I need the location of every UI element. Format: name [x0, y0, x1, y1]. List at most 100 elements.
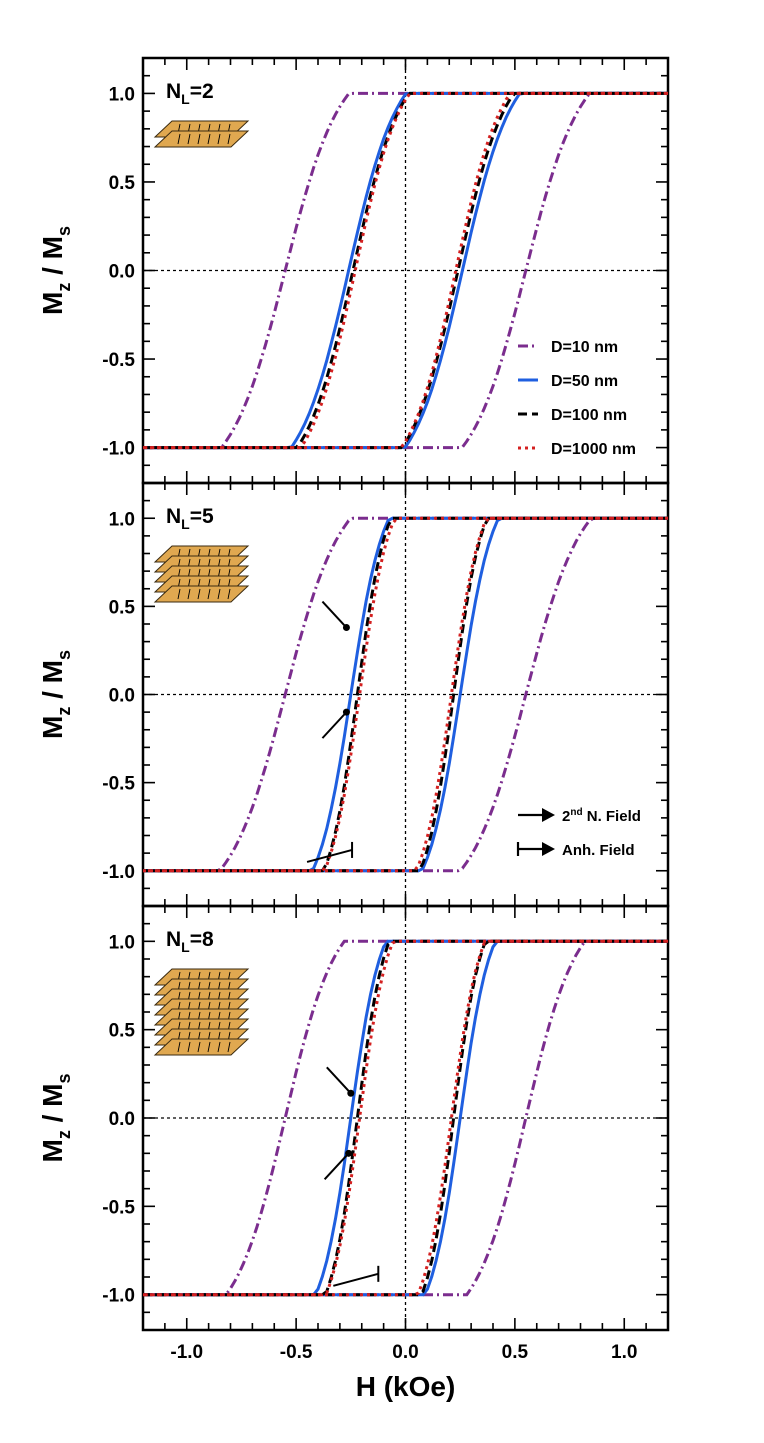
panel-label-main: N — [166, 80, 181, 103]
spin-arrow — [227, 1041, 231, 1053]
arrow-legend-nucleation: 2nd N. Field — [562, 807, 641, 825]
y-tick-label: -0.5 — [102, 1197, 135, 1218]
panel-label: NL=5 — [166, 505, 214, 532]
y-label-mid: / M — [37, 660, 68, 707]
y-tick-label: -1.0 — [102, 1286, 135, 1307]
branch-increasing — [143, 939, 668, 1297]
x-tick-label: -1.0 — [170, 1342, 203, 1363]
y-axis-label: Mz / Ms — [37, 1073, 74, 1162]
arrow-legend-annihilation: Anh. Field — [562, 842, 635, 859]
spin-arrow — [177, 1041, 181, 1053]
series-d-1000-nm — [143, 939, 668, 1297]
spin-arrow — [207, 588, 211, 600]
layer-stack-icon — [153, 968, 250, 1056]
branch-decreasing — [143, 939, 668, 1297]
field-arrows — [306, 600, 354, 863]
y-label-main: M — [37, 716, 68, 739]
y-label-sub2: s — [54, 1073, 74, 1083]
x-tick-label: 1.0 — [611, 1342, 637, 1363]
spin-arrow — [177, 133, 181, 145]
y-label-sub2: s — [54, 650, 74, 660]
arrow-head — [347, 1089, 355, 1097]
layer-sheet — [153, 130, 250, 148]
legend-sup: nd — [570, 807, 582, 818]
field-arrows — [323, 1066, 380, 1287]
y-label-sub2: s — [54, 226, 74, 236]
x-axis-label: H (kOe) — [356, 1371, 456, 1402]
y-label-mid: / M — [37, 1084, 68, 1131]
spin-arrow — [207, 133, 211, 145]
y-tick-label: 0.5 — [109, 1021, 136, 1042]
panel-1: 1.0 0.5 0.0 -0.5 -1.0 Mz / Ms NL=2 D=10 nm D=50 … — [37, 56, 670, 485]
y-tick-label: 0.0 — [109, 686, 135, 707]
y-axis-label: Mz / Ms — [37, 650, 74, 739]
panel-label-sub: L — [181, 939, 190, 955]
spin-arrow — [197, 588, 201, 600]
y-tick-label: -0.5 — [102, 350, 135, 371]
panel-label: NL=8 — [166, 928, 214, 955]
y-tick-label: 1.0 — [109, 509, 135, 530]
y-tick-label: -1.0 — [102, 862, 135, 883]
nucleation-arrow — [321, 711, 348, 739]
y-tick-label: 1.0 — [109, 932, 135, 953]
spin-arrow — [187, 588, 191, 600]
nucleation-arrow — [326, 1066, 352, 1094]
y-tick-label: 1.0 — [109, 84, 135, 105]
y-label-sub1: z — [54, 707, 74, 716]
legend: D=10 nm D=50 nm D=100 nm D=1000 nm — [518, 339, 636, 458]
spin-arrow — [197, 133, 201, 145]
y-tick-label: -1.0 — [102, 439, 135, 460]
panel-label-sub: L — [181, 516, 190, 532]
layer-stack-icon — [153, 120, 250, 148]
panel-label-value: =5 — [190, 505, 214, 528]
legend-entry: D=10 nm — [551, 339, 618, 356]
nucleation-arrow — [323, 1152, 350, 1181]
panel-label-sub: L — [181, 91, 190, 107]
branch-decreasing — [143, 516, 668, 873]
panel-label-value: =2 — [190, 80, 214, 103]
series-d-100-nm — [143, 516, 668, 873]
spin-arrow — [217, 133, 221, 145]
layer-stack-icon — [153, 545, 250, 603]
arrow-head — [342, 708, 350, 716]
spin-arrow — [217, 588, 221, 600]
x-tick-label: -0.5 — [280, 1342, 313, 1363]
spin-arrow — [227, 133, 231, 145]
y-label-sub1: z — [54, 1130, 74, 1139]
branch-increasing — [143, 91, 668, 450]
arrow-head — [542, 808, 555, 822]
y-axis-label: Mz / Ms — [37, 226, 74, 315]
y-label-main: M — [37, 292, 68, 315]
panel-2: 1.0 0.5 0.0 -0.5 -1.0 Mz / Ms NL=5 2nd N. Field… — [37, 481, 670, 908]
y-tick-label: 0.5 — [109, 173, 136, 194]
branch-decreasing — [143, 91, 668, 450]
y-tick-label: 0.0 — [109, 1109, 135, 1130]
series-d-1000-nm — [143, 91, 668, 450]
y-label-sub1: z — [54, 283, 74, 292]
legend-rest: N. Field — [583, 808, 641, 825]
legend-main: 2 — [562, 808, 570, 825]
annihilation-arrow — [333, 1272, 379, 1287]
y-tick-label: -0.5 — [102, 774, 135, 795]
y-tick-label: 0.5 — [109, 597, 136, 618]
panel-label: NL=2 — [166, 80, 214, 107]
spin-arrow — [187, 1041, 191, 1053]
legend-entry: D=50 nm — [551, 373, 618, 390]
nucleation-arrow — [321, 600, 348, 629]
legend-entry: D=100 nm — [551, 407, 627, 424]
spin-arrow — [217, 1041, 221, 1053]
y-label-mid: / M — [37, 236, 68, 283]
layer-sheet — [153, 585, 250, 603]
layer-sheet — [153, 1038, 250, 1056]
annihilation-arrow — [306, 848, 353, 863]
x-tick-label: 0.0 — [392, 1342, 418, 1363]
y-tick-label: 0.0 — [109, 262, 135, 283]
spin-arrow — [177, 588, 181, 600]
spin-arrow — [187, 133, 191, 145]
arrow-legend: 2nd N. Field Anh. Field — [516, 807, 641, 859]
arrow-head — [345, 1149, 353, 1157]
spin-arrow — [207, 1041, 211, 1053]
spin-arrow — [197, 1041, 201, 1053]
